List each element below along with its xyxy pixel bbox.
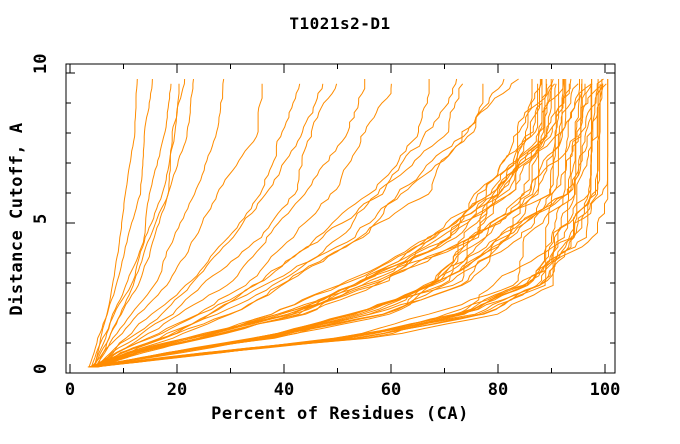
model-curve: [90, 83, 180, 368]
x-axis-label: Percent of Residues (CA): [211, 404, 469, 424]
model-curve: [94, 83, 586, 368]
model-curve: [92, 78, 194, 368]
model-curve: [96, 83, 301, 368]
model-curve: [88, 78, 153, 368]
x-tick-label: 20: [167, 380, 187, 400]
model-curve: [92, 83, 593, 368]
y-tick-label: 0: [31, 364, 51, 374]
x-tick-label: 40: [274, 380, 294, 400]
model-curve: [92, 79, 564, 368]
plot-title: T1021s2-D1: [289, 14, 390, 33]
model-curve: [96, 78, 225, 368]
x-tick-label: 80: [488, 380, 508, 400]
y-tick-labels: 0 5 10: [31, 54, 51, 374]
model-curve: [94, 83, 553, 368]
model-curve: [91, 83, 548, 368]
y-axis-label: Distance Cutoff, A: [7, 122, 27, 315]
model-curve: [93, 83, 579, 368]
model-curves: [87, 78, 609, 368]
model-curve: [94, 83, 607, 368]
model-curve: [94, 83, 604, 368]
model-curve: [93, 83, 172, 368]
model-curve: [89, 83, 604, 368]
model-curve: [87, 79, 609, 368]
y-tick-label: 5: [31, 214, 51, 224]
axis-ticks: [66, 64, 615, 374]
model-curve: [93, 83, 324, 368]
model-curve: [94, 79, 430, 368]
model-curve: [95, 79, 564, 368]
model-curve: [94, 78, 458, 368]
model-curve: [92, 83, 583, 368]
y-tick-label: 10: [31, 54, 51, 74]
model-curve: [94, 83, 338, 368]
model-curve: [97, 79, 366, 368]
model-curve: [92, 78, 604, 368]
model-curve: [94, 83, 601, 368]
model-curve: [93, 83, 484, 368]
model-curve: [91, 83, 392, 368]
model-curve: [96, 78, 519, 368]
model-curve: [90, 79, 543, 368]
x-tick-label: 0: [65, 380, 75, 400]
x-tick-label: 60: [381, 380, 401, 400]
model-curve: [89, 79, 533, 368]
model-curve: [90, 83, 263, 368]
model-curve: [92, 83, 592, 368]
x-tick-labels: 0 20 40 60 80 100: [65, 380, 620, 400]
plot-border: [65, 63, 616, 374]
model-curve: [96, 78, 505, 368]
x-tick-label: 100: [590, 380, 621, 400]
